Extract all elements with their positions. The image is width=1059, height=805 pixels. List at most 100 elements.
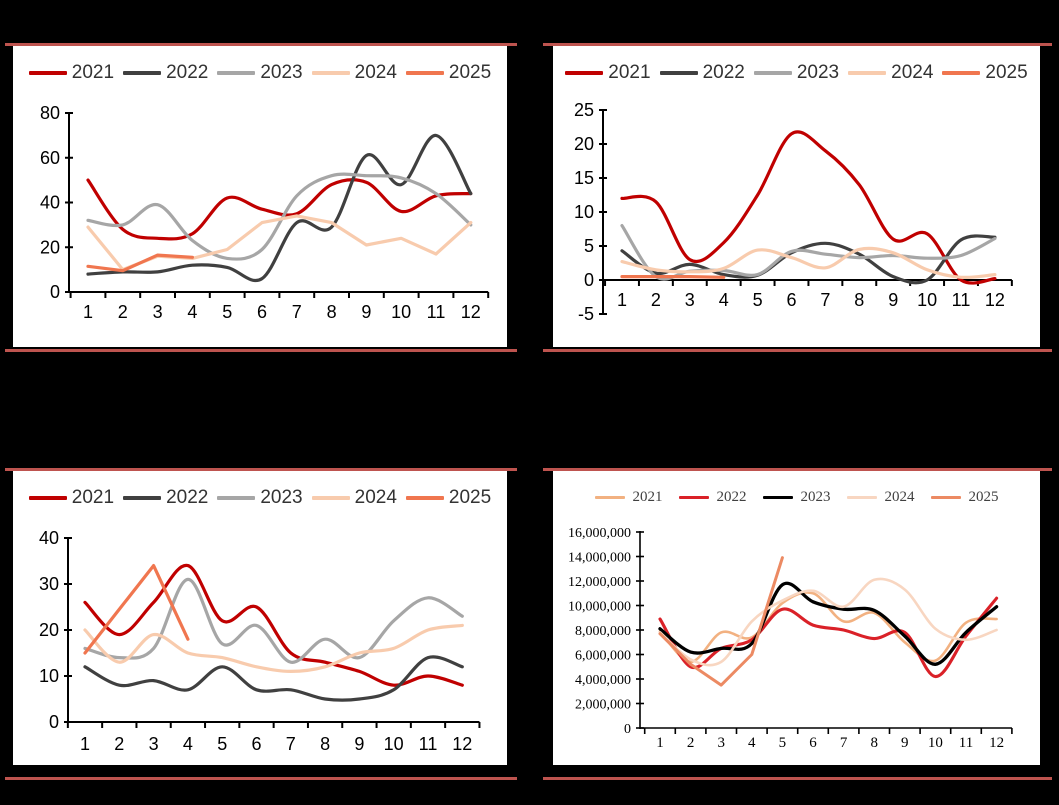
y-tick-label: 8,000,000 <box>575 624 631 639</box>
panel-top-divider <box>5 468 517 471</box>
y-tick-label: 14,000,000 <box>568 551 631 566</box>
legend-swatch-2023 <box>217 496 256 500</box>
y-tick-label: 40 <box>40 193 60 213</box>
x-tick-label: 3 <box>685 290 695 310</box>
legend-swatch-2024 <box>311 496 350 500</box>
series-line-2024 <box>620 246 997 280</box>
legend-swatch-2022 <box>123 71 162 75</box>
x-tick-label: 9 <box>901 735 909 751</box>
x-tick-label: 6 <box>786 290 796 310</box>
y-tick-label: -5 <box>578 304 594 324</box>
x-tick-label: 2 <box>687 735 695 751</box>
legend-label: 2021 <box>632 489 663 505</box>
x-tick-label: 11 <box>427 302 446 322</box>
x-tick-label: 1 <box>656 735 664 751</box>
x-tick-label: 3 <box>149 734 159 754</box>
legend-swatch-2021 <box>565 71 604 75</box>
series-line-2021 <box>83 563 464 687</box>
chart-card: 2021 2022 2023 2024 2025 -5 0 5 10 15 20 25 1 2 3 4 5 6 7… <box>553 46 1040 347</box>
series-line-2021 <box>620 130 997 285</box>
legend-swatch-2024 <box>311 71 350 75</box>
series-line-2024 <box>83 623 464 673</box>
series-line-2023 <box>658 581 999 666</box>
x-tick-label: 5 <box>779 735 787 751</box>
legend-label: 2022 <box>716 489 747 505</box>
y-tick-label: 25 <box>574 100 594 120</box>
x-tick-label: 2 <box>118 302 128 322</box>
legend-item-2023: 2023 <box>217 62 303 84</box>
legend-swatch-2022 <box>659 71 698 75</box>
legend-label: 2023 <box>260 487 303 508</box>
x-tick-label: 10 <box>384 734 404 754</box>
series-line-2025 <box>86 253 194 273</box>
panel-bottom-divider <box>543 777 1052 780</box>
legend-swatch-2025 <box>405 496 444 500</box>
legend-item-2023: 2023 <box>762 489 831 506</box>
x-tick-label: 7 <box>286 734 296 754</box>
x-tick-label: 9 <box>354 734 364 754</box>
x-tick-label: 1 <box>80 734 90 754</box>
legend-item-2023: 2023 <box>217 487 303 509</box>
y-tick-label: 6,000,000 <box>575 649 631 664</box>
legend-label: 2023 <box>260 62 303 83</box>
x-tick-label: 10 <box>391 302 411 322</box>
x-tick-label: 1 <box>617 290 627 310</box>
y-tick-label: 30 <box>39 574 59 594</box>
y-tick-label: 0 <box>584 270 594 290</box>
legend-item-2025: 2025 <box>942 62 1028 84</box>
y-tick-label: 0 <box>624 722 631 737</box>
legend-swatch-2024 <box>846 496 877 499</box>
x-tick-label: 2 <box>651 290 661 310</box>
legend-label: 2024 <box>884 489 915 505</box>
series-line-2021 <box>86 178 473 241</box>
x-tick-label: 10 <box>917 290 937 310</box>
x-tick-label: 6 <box>809 735 817 751</box>
series-line-2024 <box>658 577 998 667</box>
panel-top-divider <box>5 43 517 46</box>
legend-swatch-2021 <box>594 496 625 499</box>
y-tick-label: 12,000,000 <box>568 575 631 590</box>
legend-swatch-2025 <box>942 71 981 75</box>
x-tick-label: 11 <box>419 734 438 754</box>
legend-label: 2023 <box>796 62 840 83</box>
x-tick-label: 11 <box>959 735 973 751</box>
panel-top-divider <box>543 43 1052 46</box>
chart-legend: 2021 2022 2023 2024 2025 <box>553 489 1040 506</box>
legend-swatch-2024 <box>848 71 887 75</box>
series-line-2022 <box>620 234 997 285</box>
chart-legend: 2021 2022 2023 2024 2025 <box>553 62 1040 84</box>
x-tick-label: 5 <box>753 290 763 310</box>
y-tick-label: 10,000,000 <box>568 600 631 615</box>
legend-swatch-2025 <box>930 496 961 499</box>
panel-bottom-divider <box>5 777 517 780</box>
legend-item-2021: 2021 <box>565 62 651 84</box>
x-tick-label: 4 <box>187 302 197 322</box>
y-tick-label: 10 <box>574 202 594 222</box>
legend-swatch-2021 <box>28 71 67 75</box>
axes <box>636 531 1013 734</box>
legend-swatch-2025 <box>405 71 444 75</box>
x-tick-label: 4 <box>719 290 729 310</box>
x-tick-label: 5 <box>217 734 227 754</box>
axes <box>65 112 490 298</box>
chart-card: 2021 2022 2023 2024 2025 0 10 20 30 40 1 2 3 4 5 6 7 8 9 1… <box>13 471 507 765</box>
legend-item-2024: 2024 <box>846 489 915 506</box>
legend-label: 2025 <box>968 489 999 505</box>
series-line-2023 <box>83 577 464 664</box>
chart-legend: 2021 2022 2023 2024 2025 <box>13 487 507 509</box>
y-tick-label: 40 <box>39 528 59 548</box>
legend-item-2025: 2025 <box>405 487 491 509</box>
x-tick-label: 8 <box>854 290 864 310</box>
series-line-2025 <box>83 564 190 655</box>
x-tick-label: 12 <box>989 735 1004 751</box>
x-tick-label: 6 <box>251 734 261 754</box>
legend-swatch-2022 <box>678 496 709 499</box>
panel-top-divider <box>543 468 1052 471</box>
x-tick-label: 11 <box>952 290 971 310</box>
line-plot: 0 2,000,000 4,000,000 6,000,000 8,000,000 10,… <box>568 526 1013 751</box>
legend-item-2022: 2022 <box>123 62 208 84</box>
x-tick-label: 7 <box>820 290 830 310</box>
